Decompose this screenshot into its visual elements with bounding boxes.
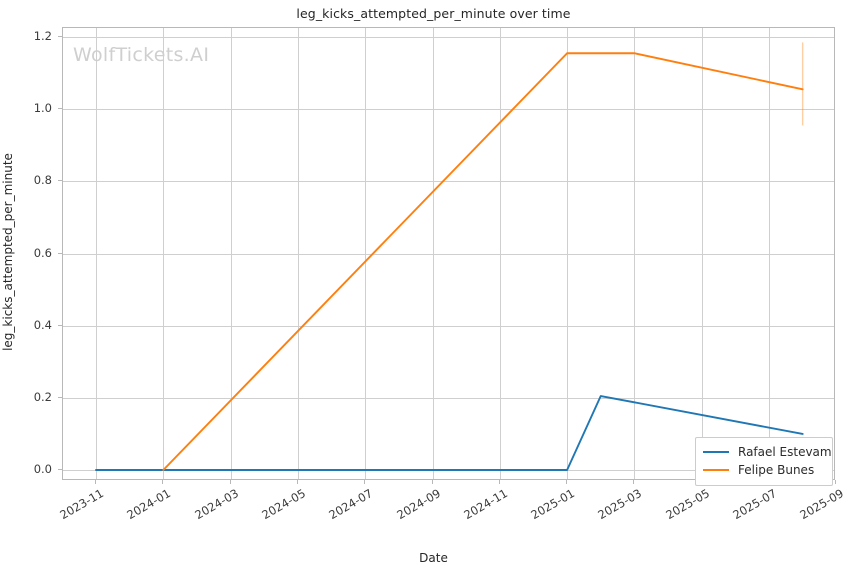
y-tick-label: 0.8 [33, 173, 52, 188]
x-tick-label: 2024-11 [461, 486, 510, 523]
x-tick-label: 2025-01 [528, 486, 578, 523]
gridline-vertical [297, 28, 299, 479]
gridline-vertical [230, 28, 232, 479]
y-axis-label: leg_kicks_attempted_per_minute [1, 153, 15, 351]
legend-label: Felipe Bunes [738, 463, 815, 477]
gridline-horizontal [63, 37, 834, 38]
legend-swatch-icon [703, 469, 729, 471]
gridline-vertical [567, 28, 569, 479]
x-tick-label: 2024-09 [393, 486, 443, 523]
x-tick-mark [431, 480, 433, 484]
x-tick-label: 2023-11 [57, 486, 106, 523]
x-tick-mark [835, 480, 837, 484]
y-tick-mark [58, 469, 62, 470]
x-tick-mark [95, 480, 96, 484]
y-tick-mark [58, 108, 62, 110]
y-tick-label: 0.2 [33, 389, 52, 404]
gridline-horizontal [63, 181, 834, 183]
gridline-vertical [365, 28, 367, 479]
y-tick-label: 0.0 [33, 462, 52, 476]
plot-area: WolfTickets.AI [62, 27, 835, 480]
chart-title: leg_kicks_attempted_per_minute over time [296, 6, 571, 21]
x-tick-label: 2025-05 [663, 486, 712, 523]
gridline-vertical [96, 28, 97, 479]
x-tick-label: 2024-01 [124, 486, 174, 523]
chart-legend: Rafael Estevam Felipe Bunes [695, 437, 833, 486]
gridline-vertical [701, 28, 703, 479]
x-tick-mark [633, 480, 635, 484]
legend-item-rafael-estevam: Rafael Estevam [703, 443, 832, 461]
gridline-horizontal [63, 325, 834, 327]
y-tick-label: 1.2 [33, 29, 52, 43]
y-tick-label: 0.4 [33, 317, 52, 332]
x-tick-label: 2024-03 [191, 486, 241, 523]
legend-item-felipe-bunes: Felipe Bunes [703, 461, 825, 479]
y-tick-mark [58, 180, 62, 182]
y-tick-mark [58, 252, 62, 254]
y-tick-mark [58, 36, 62, 37]
gridline-vertical [499, 28, 501, 479]
y-tick-label: 1.0 [33, 101, 52, 116]
series-line [162, 52, 804, 471]
x-tick-mark [364, 480, 366, 484]
gridline-horizontal [63, 109, 834, 111]
x-tick-label: 2024-07 [326, 486, 376, 523]
watermark: WolfTickets.AI [73, 44, 210, 66]
y-tick-mark [58, 324, 62, 326]
y-tick-mark [58, 396, 62, 398]
gridline-vertical [634, 28, 636, 479]
x-axis-label: Date [419, 551, 448, 565]
x-tick-mark [229, 480, 231, 484]
gridline-vertical [432, 28, 434, 479]
x-tick-mark [296, 480, 298, 484]
x-tick-label: 2025-03 [595, 486, 645, 523]
legend-label: Rafael Estevam [738, 445, 832, 459]
x-tick-mark [566, 480, 568, 484]
series-line [95, 395, 804, 471]
gridline-horizontal [63, 397, 834, 399]
x-tick-mark [498, 480, 500, 484]
gridline-vertical [769, 28, 770, 479]
x-tick-mark [162, 480, 164, 484]
x-tick-label: 2025-07 [730, 486, 779, 523]
x-tick-label: 2024-05 [259, 486, 308, 523]
y-axis-label-container: leg_kicks_attempted_per_minute [0, 0, 20, 575]
gridline-vertical [163, 28, 165, 479]
y-tick-label: 0.6 [33, 245, 52, 260]
x-tick-label: 2025-09 [797, 486, 847, 523]
series-lines [95, 42, 804, 471]
gridline-horizontal [63, 253, 834, 255]
legend-swatch-icon [703, 451, 729, 453]
